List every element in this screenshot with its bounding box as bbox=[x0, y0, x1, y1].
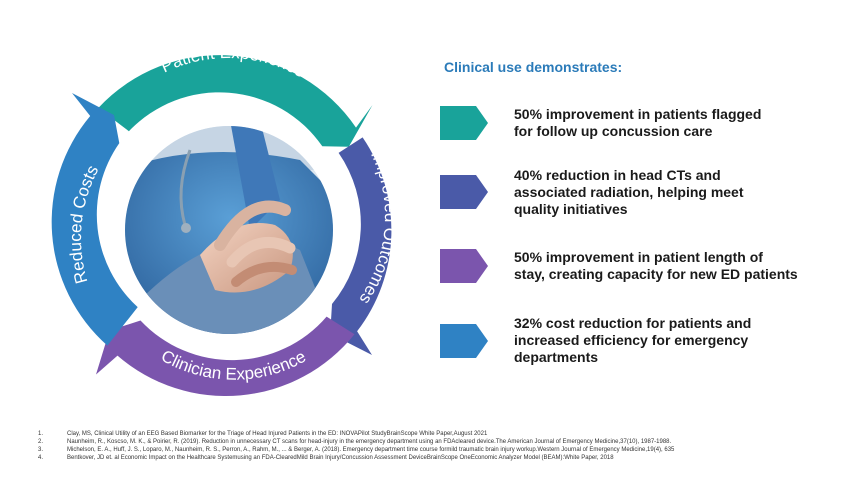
center-photo bbox=[125, 126, 333, 334]
arrow-bullet-icon bbox=[440, 324, 488, 358]
bullet-line: 50% improvement in patient length of bbox=[514, 249, 763, 265]
segment-reduced-costs bbox=[51, 93, 138, 346]
cycle-ring bbox=[51, 55, 392, 397]
arrow-bullet-icon bbox=[440, 249, 488, 283]
segment-clinician-experience bbox=[96, 316, 355, 397]
segment-patient-experience bbox=[98, 55, 373, 147]
bullet-line: for follow up concussion care bbox=[514, 123, 713, 139]
bullet-line: 50% improvement in patients flagged bbox=[514, 106, 762, 122]
panel-heading: Clinical use demonstrates: bbox=[444, 59, 623, 75]
reference-item: 4. Bentkover, JD et. al Economic Impact o… bbox=[38, 455, 614, 461]
reference-item: 3. Michelson, E. A., Huff, J. S., Loparo,… bbox=[38, 447, 675, 453]
bullet-line: increased efficiency for emergency bbox=[514, 332, 749, 348]
arrow-bullet-icon bbox=[440, 175, 488, 209]
bullet-line: 40% reduction in head CTs and bbox=[514, 167, 721, 183]
bullet-line: stay, creating capacity for new ED patie… bbox=[514, 266, 798, 282]
bullet-cost-reduction: 32% cost reduction for patients and incr… bbox=[440, 315, 840, 375]
segment-improved-outcomes bbox=[330, 137, 392, 355]
outcomes-cycle-diagram: Patient Experience Improved Outcomes Cli… bbox=[51, 43, 400, 397]
reference-item: 2. Naunheim, R., Koscso, M. K., & Poirier… bbox=[38, 439, 672, 445]
arrow-bullet-icon bbox=[440, 106, 488, 140]
bullet-head-ct-reduction: 40% reduction in head CTs and associated… bbox=[440, 167, 840, 227]
references-list: 1. Clay, MS, Clinical Utility of an EEG B… bbox=[38, 430, 674, 462]
bullet-line: departments bbox=[514, 349, 599, 365]
bullet-line: associated radiation, helping meet bbox=[514, 184, 744, 200]
bullet-length-of-stay: 50% improvement in patient length of sta… bbox=[440, 249, 840, 309]
bullet-follow-up-care: 50% improvement in patients flagged for … bbox=[440, 106, 840, 166]
reference-item: 1. Clay, MS, Clinical Utility of an EEG B… bbox=[38, 431, 488, 437]
bullet-line: quality initiatives bbox=[514, 201, 628, 217]
bullet-line: 32% cost reduction for patients and bbox=[514, 315, 752, 331]
